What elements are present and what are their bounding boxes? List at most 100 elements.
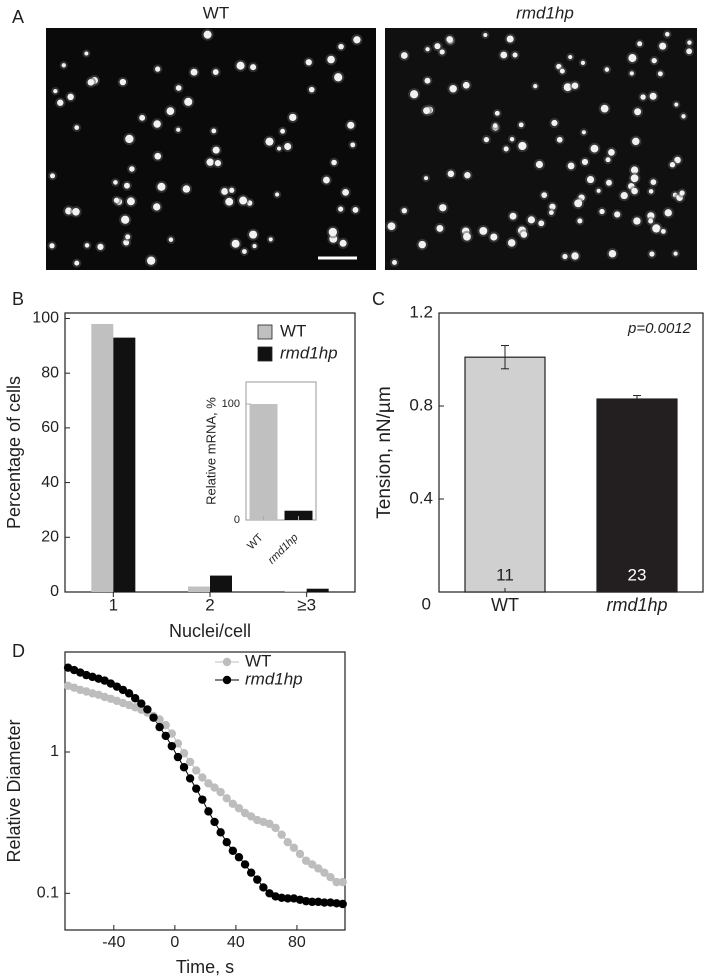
cell xyxy=(568,54,573,60)
cell xyxy=(620,191,628,200)
data-point xyxy=(161,731,170,741)
cell xyxy=(608,249,617,258)
cell xyxy=(518,141,527,151)
cells xyxy=(47,28,695,268)
data-point xyxy=(277,830,286,839)
cell xyxy=(581,158,589,165)
cell xyxy=(483,136,490,143)
cell xyxy=(74,125,80,130)
data-point xyxy=(277,893,286,902)
data-point xyxy=(185,757,195,767)
cell xyxy=(392,260,397,265)
cell xyxy=(153,120,161,128)
data-point xyxy=(179,749,189,758)
n-label: 23 xyxy=(628,565,647,584)
cell xyxy=(679,190,685,196)
cell xyxy=(464,172,471,179)
cell xyxy=(509,137,515,142)
cell xyxy=(74,260,80,266)
cell xyxy=(479,226,488,235)
x-tick-label: 1 xyxy=(109,595,118,614)
plot-frame xyxy=(64,651,346,931)
y-tick-label: 80 xyxy=(41,364,59,381)
cell xyxy=(559,68,565,74)
data-point xyxy=(143,705,152,714)
cell xyxy=(347,121,355,129)
data-point xyxy=(198,795,207,804)
cell xyxy=(212,69,219,75)
cell xyxy=(652,224,661,233)
y-tick-label: 0.1 xyxy=(37,885,59,902)
cell xyxy=(660,228,666,234)
y-tick-label: 100 xyxy=(32,310,59,327)
bar xyxy=(596,398,678,593)
cell xyxy=(125,134,134,144)
cell xyxy=(424,77,431,84)
data-point xyxy=(253,875,262,884)
cell xyxy=(664,209,672,217)
data-point xyxy=(210,817,219,827)
cell xyxy=(67,93,74,101)
data-point xyxy=(240,860,250,869)
cell xyxy=(352,207,359,213)
x-tick-label: 40 xyxy=(227,934,245,951)
cell xyxy=(249,230,258,239)
cell xyxy=(57,99,64,106)
cell xyxy=(648,189,654,194)
cell xyxy=(556,136,563,143)
cell xyxy=(500,51,508,59)
cell xyxy=(155,66,161,72)
data-point xyxy=(130,694,140,703)
cell xyxy=(687,40,692,45)
image-title: WT xyxy=(203,3,229,22)
cell xyxy=(308,86,315,93)
cell xyxy=(520,231,528,238)
cell xyxy=(449,85,457,93)
cell xyxy=(119,78,127,86)
cell xyxy=(425,47,430,52)
cell xyxy=(632,137,640,146)
cell xyxy=(387,222,396,231)
cell xyxy=(146,256,156,265)
data-point xyxy=(246,868,256,877)
cell xyxy=(462,81,470,89)
cell xyxy=(236,61,245,70)
data-point xyxy=(265,819,274,829)
cell xyxy=(334,73,343,82)
cell xyxy=(439,49,445,55)
cell xyxy=(212,146,220,154)
cell xyxy=(664,32,670,37)
data-point xyxy=(124,689,134,698)
micrograph xyxy=(385,28,697,270)
cell xyxy=(331,159,337,166)
legend-label: rmd1hp xyxy=(245,669,303,688)
cell xyxy=(650,179,657,185)
cell xyxy=(211,128,217,134)
legend-marker xyxy=(222,657,232,667)
cell xyxy=(214,160,222,167)
cell xyxy=(630,174,639,183)
cell xyxy=(599,208,605,215)
data-point xyxy=(155,722,164,732)
cell xyxy=(129,166,135,172)
panel-label: D xyxy=(12,641,25,661)
panel-label: B xyxy=(12,289,24,309)
annotation: p=0.0012 xyxy=(627,320,692,337)
data-point xyxy=(314,864,323,873)
cell xyxy=(571,82,579,90)
y-axis-label: Tension, nN/µm xyxy=(374,386,395,518)
data-point xyxy=(283,894,292,903)
cell xyxy=(126,197,135,206)
cell xyxy=(339,239,347,247)
cell xyxy=(574,199,583,208)
y-axis-label: Relative mRNA, % xyxy=(203,397,218,505)
data-point xyxy=(149,713,158,722)
cell xyxy=(239,196,248,205)
cell xyxy=(113,180,118,185)
cell xyxy=(629,71,634,76)
x-tick-label: 80 xyxy=(288,934,306,951)
data-point xyxy=(228,799,238,808)
cell xyxy=(633,217,641,225)
data-point xyxy=(246,812,256,821)
image-title: rmd1hp xyxy=(516,3,574,22)
